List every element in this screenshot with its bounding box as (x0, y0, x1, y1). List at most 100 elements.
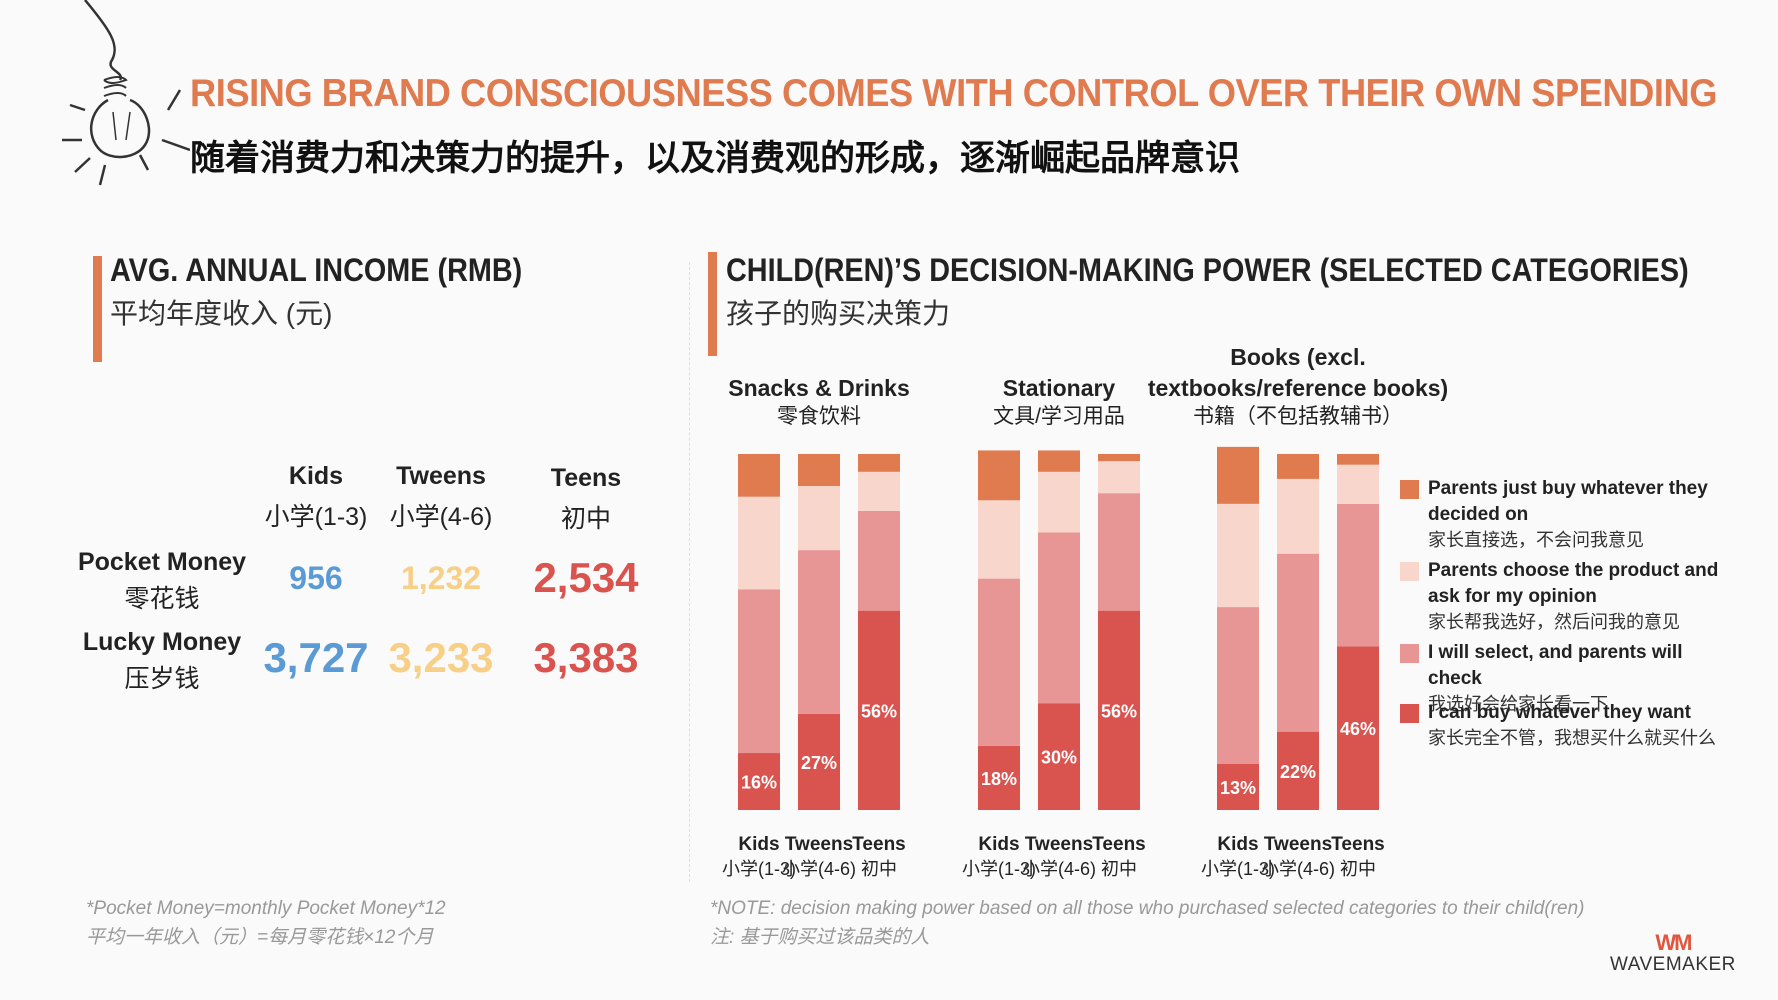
income-row-pocket: Pocket Money 零花钱 (72, 548, 252, 615)
stacked-bar-segment (738, 589, 780, 754)
legend-label-cn: 家长帮我选好，然后问我的意见 (1428, 612, 1680, 632)
stacked-bar-segment (858, 510, 900, 611)
pocket-kids-value: 956 (289, 560, 343, 596)
category-label-cn: 小学(4-6) (1261, 859, 1335, 879)
stacked-bar-segment (1277, 731, 1319, 810)
row-label-cn: 零花钱 (124, 585, 200, 613)
category-label-cn: 小学(1-3) (1201, 859, 1275, 879)
row-label-en: Lucky Money (82, 628, 242, 656)
stacked-bar-segment (1038, 703, 1080, 810)
category-label-cn: 小学(4-6) (782, 859, 856, 879)
bar-value-label: 27% (801, 753, 837, 773)
stacked-bar-segment (1217, 763, 1259, 810)
category-label-en: Tweens (1264, 834, 1332, 855)
legend-label-cn: 我选好会给家长看一下 (1428, 694, 1608, 714)
stacked-bar-segment (1337, 454, 1379, 465)
legend-label-en: I will select, and parents will check (1428, 642, 1683, 689)
category-label-en: Teens (1092, 834, 1146, 855)
income-row-lucky: Lucky Money 压岁钱 (72, 628, 252, 695)
income-col-tweens: Tweens 小学(4-6) (381, 462, 501, 533)
category-label-en: Tweens (1025, 834, 1093, 855)
col-label-en: Kids (288, 462, 344, 490)
page-title-cn: 随着消费力和决策力的提升，以及消费观的形成，逐渐崛起品牌意识 (190, 139, 1241, 178)
decision-footnote-cn: 注: 基于购买过该品类的人 (710, 927, 930, 948)
category-label-en: Teens (852, 834, 906, 855)
stacked-bar-segment (798, 550, 840, 714)
bar-value-label: 22% (1280, 762, 1316, 782)
legend-item-buy-whatever: I can buy whatever they want 家长完全不管，我想买什… (1400, 700, 1740, 750)
bar-value-label: 30% (1041, 748, 1077, 768)
category-label-cn: 小学(1-3) (722, 859, 796, 879)
category-label-cn: 初中 (1340, 859, 1376, 879)
stacked-bar-segment (1098, 461, 1140, 494)
logo-mark: WM (1655, 930, 1692, 955)
income-footnote-cn: 平均一年收入（元）=每月零花钱×12个月 (86, 927, 434, 948)
stacked-bar-segment (798, 713, 840, 810)
stacked-bar-segment (978, 745, 1020, 810)
group-label-cn: 零食饮料 (777, 405, 861, 428)
row-label-en: Pocket Money (77, 548, 247, 576)
income-col-kids: Kids 小学(1-3) (256, 462, 376, 533)
legend-item-select-check: I will select, and parents will check 我选… (1400, 640, 1740, 716)
stacked-bar-segment (858, 471, 900, 511)
bar-value-label: 56% (861, 701, 897, 721)
col-label-en: Tweens (396, 462, 486, 490)
category-label-en: Tweens (785, 834, 853, 855)
bar-value-label: 56% (1101, 701, 1137, 721)
category-label-cn: 初中 (861, 859, 897, 879)
category-label-cn: 小学(1-3) (962, 859, 1036, 879)
stacked-bar-segment (738, 753, 780, 810)
stacked-bar-segment (1337, 464, 1379, 504)
stacked-bar-segment (1277, 454, 1319, 479)
group-label-cn: 文具/学习用品 (993, 405, 1125, 428)
legend-label-cn: 家长直接选，不会问我意见 (1428, 530, 1644, 550)
stacked-bar-segment (798, 454, 840, 487)
category-label-en: Teens (1331, 834, 1385, 855)
bar-value-label: 13% (1220, 778, 1256, 798)
stacked-bar-segment (858, 454, 900, 472)
legend-item-parents-choose: Parents choose the product and ask for m… (1400, 558, 1740, 634)
logo-wordmark: WAVEMAKER (1610, 954, 1736, 975)
bar-value-label: 46% (1340, 719, 1376, 739)
decision-title-cn: 孩子的购买决策力 (726, 298, 951, 329)
row-label-cn: 压岁钱 (124, 665, 200, 693)
stacked-bar-segment (1098, 610, 1140, 810)
legend-swatch (1400, 562, 1419, 581)
decision-title-en: CHILD(REN)’S DECISION-MAKING POWER (SELE… (726, 252, 1689, 288)
income-footnote-en: *Pocket Money=monthly Pocket Money*12 (86, 898, 446, 919)
stacked-bar-segment (738, 454, 780, 497)
category-label-cn: 初中 (1101, 859, 1137, 879)
lucky-kids-value: 3,727 (263, 634, 369, 681)
stacked-bar-segment (738, 496, 780, 590)
pocket-teens-value: 2,534 (533, 554, 639, 601)
section-divider (689, 262, 691, 882)
stacked-bar-segment (1337, 503, 1379, 647)
income-title-en: AVG. ANNUAL INCOME (RMB) (110, 252, 523, 288)
stacked-bar-segment (1038, 532, 1080, 704)
legend-label-en: Parents just buy whatever they decided o… (1428, 478, 1708, 525)
wavemaker-logo: WM WAVEMAKER (1610, 930, 1736, 976)
group-label-en: Books (excl. (1230, 344, 1366, 370)
legend-swatch (1400, 704, 1419, 723)
stacked-bar-segment (978, 450, 1020, 501)
legend-swatch (1400, 644, 1419, 663)
section-accent-bar (708, 252, 717, 356)
stacked-bar-segment (1217, 503, 1259, 608)
group-label-en: Snacks & Drinks (728, 375, 910, 401)
bar-value-label: 16% (741, 773, 777, 793)
lucky-tweens-value: 3,233 (388, 634, 494, 681)
section-accent-bar (93, 256, 102, 362)
legend-label-en: Parents choose the product and ask for m… (1428, 560, 1719, 607)
income-col-teens: Teens 初中 (526, 464, 646, 535)
col-label-cn: 小学(1-3) (264, 503, 368, 531)
stacked-bar-segment (978, 500, 1020, 579)
decision-footnote-en: *NOTE: decision making power based on al… (710, 898, 1585, 919)
category-label-en: Kids (738, 834, 779, 855)
col-label-cn: 初中 (560, 505, 611, 533)
lucky-teens-value: 3,383 (533, 634, 639, 681)
legend-item-parents-buy: Parents just buy whatever they decided o… (1400, 476, 1740, 552)
stacked-bar-segment (1217, 607, 1259, 764)
legend-label-en: I can buy whatever they want (1428, 702, 1691, 723)
stacked-bar-segment (1217, 446, 1259, 504)
group-label-en: textbooks/reference books) (1148, 375, 1448, 401)
